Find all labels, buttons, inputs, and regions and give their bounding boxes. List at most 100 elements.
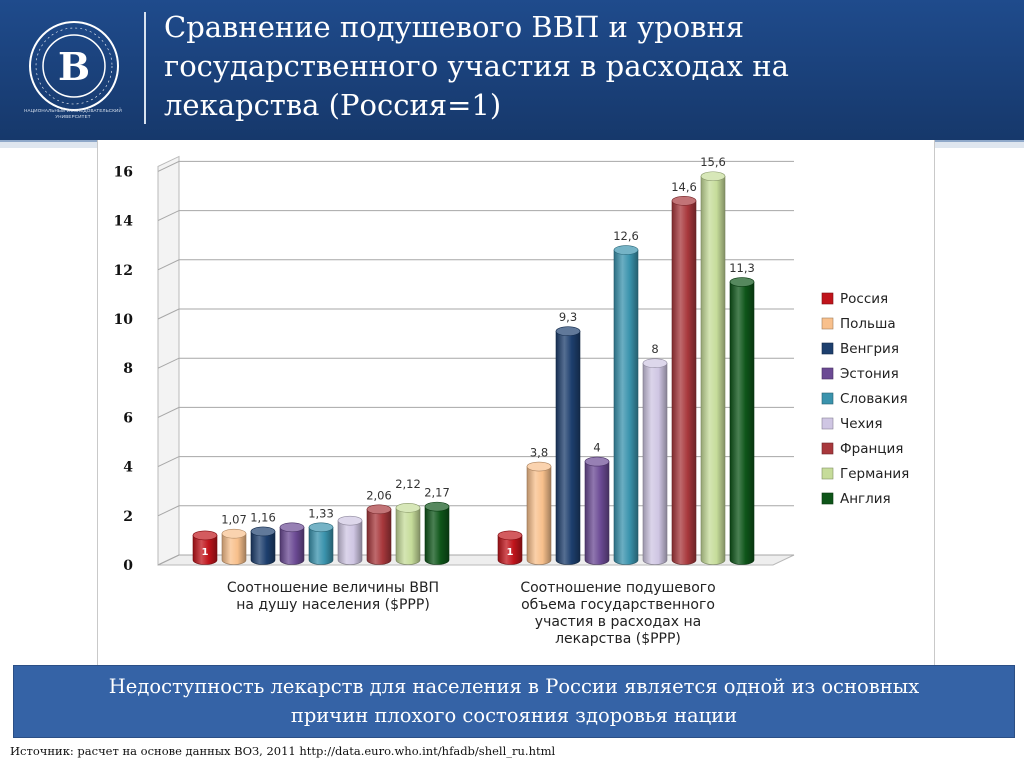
source-note: Источник: расчет на основе данных ВОЗ, 2… [10,744,556,758]
bar-top [337,515,363,526]
chart-panel: 0 2 4 6 8 10 12 14 16 1 1,07 1,16 1,33 2,06 2,12 2,17 1 3… [97,140,935,665]
data-label: 12,6 [613,229,639,243]
y-tick-label: 10 [114,312,134,328]
bar-chart: 0 2 4 6 8 10 12 14 16 1 1,07 1,16 1,33 2,062,122,17 1 3… [114,155,910,647]
bar-top [613,245,639,255]
bar-top [700,171,726,182]
legend-swatch [821,392,834,405]
legend-label: Словакия [840,391,908,407]
gridline [157,308,794,320]
gridline [157,456,794,468]
bar-top [308,522,334,533]
legend-swatch [821,467,834,480]
legend-swatch [821,292,834,305]
legend-label: Польша [840,316,896,332]
bar-Англия [729,281,755,565]
legend-swatch [821,317,834,330]
bar-Германия [395,507,421,565]
y-tick-label: 12 [114,263,133,279]
title-line-1: Сравнение подушевого ВВП и уровня [164,10,745,44]
bar-Венгрия [250,531,276,565]
gridline [157,210,794,222]
y-tick-label: 2 [123,509,133,525]
bar-top [584,456,610,467]
legend-label: Россия [840,291,888,307]
bar-Россия [192,535,218,565]
data-label: 2,12 [395,477,421,491]
category-label: Соотношение подушевого [520,580,715,596]
legend-label: Чехия [840,416,882,432]
legend-label: Венгрия [840,341,899,357]
logo-letter: В [58,44,90,89]
legend-label: Франция [840,441,903,457]
category-label: Соотношение величины ВВП [227,580,439,596]
category-label: лекарства ($PPP) [555,631,681,647]
bar-Россия [497,535,523,565]
bar-top [555,326,581,337]
y-tick-label: 6 [123,410,133,426]
chart-side-wall [157,155,180,566]
legend-label: Эстония [840,366,899,382]
bar-top [221,528,247,539]
y-tick-label: 4 [123,460,133,476]
y-tick-label: 8 [123,361,133,377]
data-label: 2,06 [366,488,392,502]
bar-Польша [526,466,552,565]
data-label: 9,3 [559,310,577,324]
bar-top [497,530,523,541]
bar-Англия [424,506,450,565]
bar-Чехия [337,520,363,565]
bar-top [366,504,392,515]
data-label: 14,6 [671,180,697,194]
y-tick-label: 16 [114,164,133,180]
conclusion-box: Недоступность лекарств для населения в Р… [13,665,1015,738]
header-banner [0,0,1024,140]
bar-Эстония [584,461,610,565]
bar-top [526,461,552,472]
page-title: Сравнение подушевого ВВП и уровня госуда… [164,8,924,125]
bar-Франция [671,200,697,565]
bar-top [729,277,755,287]
bar-Эстония [279,526,305,565]
y-tick-label: 14 [114,214,134,230]
data-label: 1 [202,547,209,558]
data-label: 1,16 [250,510,276,524]
data-label: 11,3 [729,261,755,275]
university-logo: В [18,14,130,126]
data-label: 1,07 [221,513,247,527]
data-label: 2,17 [424,486,450,500]
gridline [157,406,794,418]
data-label: 1 [507,547,514,558]
legend-swatch [821,367,834,380]
legend-swatch [821,442,834,455]
title-line-2: государственного участия в расходах на [164,49,789,83]
category-label: участия в расходах на [535,614,701,630]
bar-Франция [366,509,392,565]
bar-top [642,358,668,368]
bar-top [671,196,697,206]
category-label: объема государственного [521,597,715,613]
data-label: 1,33 [308,506,334,520]
header-divider [144,12,146,124]
bar-Словакия [308,526,334,565]
bar-top [424,501,450,512]
legend-swatch [821,342,834,355]
bar-top [192,530,218,541]
bar-top [250,526,276,537]
legend-label: Германия [840,466,909,482]
logo-subtitle: НАЦИОНАЛЬНЫЙ ИССЛЕДОВАТЕЛЬСКИЙ УНИВЕРСИТ… [24,108,122,119]
bar-Польша [221,533,247,565]
data-label: 4 [593,441,600,455]
conclusion-line-2: причин плохого состояния здоровья нации [290,704,738,727]
legend-label: Англия [840,491,891,507]
bar-Чехия [642,362,668,565]
category-label: на душу населения ($PPP) [236,597,430,613]
data-label: 15,6 [700,155,726,169]
gridline [157,357,794,369]
bar-Германия [700,175,726,565]
bar-Венгрия [555,330,581,565]
bar-top [395,503,421,513]
bar-top [279,522,305,533]
data-label: 3,8 [530,446,548,460]
data-label: 8 [651,342,658,356]
